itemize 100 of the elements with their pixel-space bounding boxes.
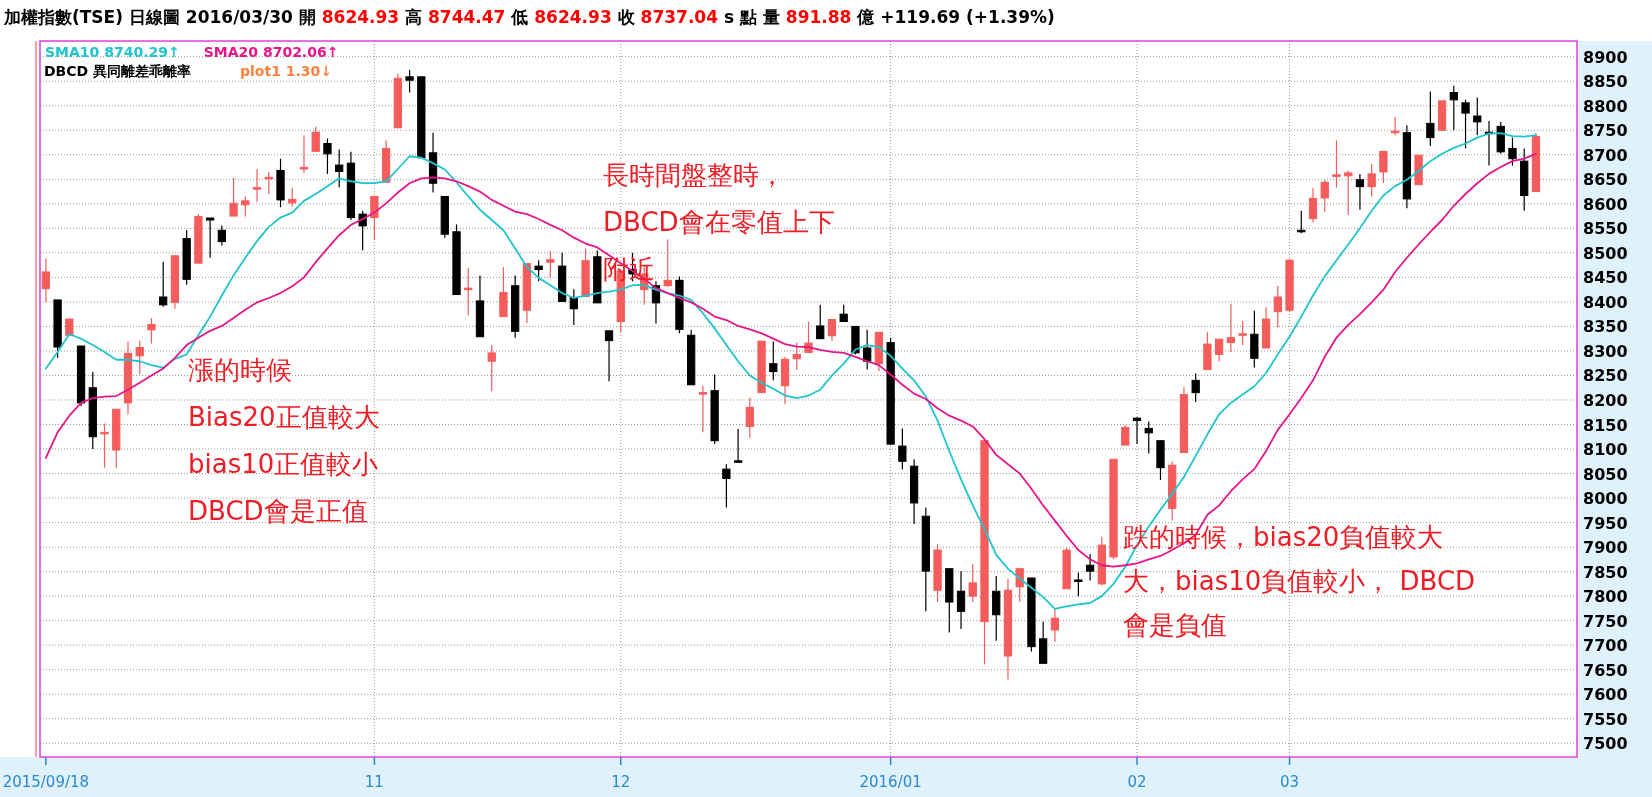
candlestick xyxy=(1426,90,1435,147)
candlestick xyxy=(1215,338,1224,362)
y-tick-label: 8000 xyxy=(1583,489,1628,509)
y-tick-label: 7950 xyxy=(1583,513,1628,533)
y-tick-label: 7600 xyxy=(1583,685,1628,705)
y-tick-label: 8750 xyxy=(1583,121,1628,141)
candlestick xyxy=(41,258,50,303)
candlestick xyxy=(100,422,109,469)
candlestick xyxy=(956,570,966,630)
candlestick xyxy=(135,340,144,375)
candlestick xyxy=(241,195,250,218)
candlestick xyxy=(1074,572,1083,597)
annotation: 漲的時候 xyxy=(188,355,292,385)
annotation: 大，bias10負值較小， DBCD xyxy=(1123,566,1476,596)
candlestick xyxy=(698,385,708,433)
annotation: bias10正值較小 xyxy=(188,449,379,479)
x-tick-label: 2016/01 xyxy=(859,773,922,791)
candlestick xyxy=(299,134,309,174)
candlestick xyxy=(1015,568,1024,603)
y-tick-label: 7700 xyxy=(1583,636,1628,656)
candlestick xyxy=(1308,187,1318,224)
y-tick-label: 7500 xyxy=(1583,734,1628,754)
candlestick xyxy=(1461,99,1470,149)
x-tick-label: 11 xyxy=(364,773,384,791)
candlestick xyxy=(487,344,496,392)
x-tick-label: 12 xyxy=(611,773,631,791)
candlestick xyxy=(1297,210,1306,234)
annotation: Bias20正值較大 xyxy=(188,402,380,432)
x-tick-label: 03 xyxy=(1280,773,1300,791)
annotation: 會是負值 xyxy=(1123,610,1227,640)
y-tick-label: 7850 xyxy=(1583,562,1628,582)
candlestick xyxy=(1226,303,1236,353)
candlestick xyxy=(1121,424,1130,446)
candlestick xyxy=(323,137,332,175)
candlestick xyxy=(1449,85,1458,131)
text: DBCD 異同離差乖離率 xyxy=(44,63,192,79)
y-tick-label: 8700 xyxy=(1583,145,1628,165)
y-tick-label: 7800 xyxy=(1583,587,1628,607)
chart-title: 加權指數(TSE) 日線圖 2016/03/30 開 8624.93 高 8744.47 低 8624.93 收 8737.04 s 點 量 891.88 億 +119.69 (+1.39%) xyxy=(4,7,1055,27)
y-tick-label: 8600 xyxy=(1583,194,1628,214)
y-tick-label: 7900 xyxy=(1583,538,1628,558)
candlestick xyxy=(147,317,156,345)
candlestick xyxy=(1332,139,1341,189)
candlestick xyxy=(769,341,778,381)
y-tick-label: 8800 xyxy=(1583,96,1628,116)
y-tick-label: 8900 xyxy=(1583,47,1628,67)
y-tick-label: 8250 xyxy=(1583,366,1628,386)
x-tick-label: 02 xyxy=(1127,773,1147,791)
annotation: 長時間盤整時， xyxy=(603,160,785,190)
candlestick xyxy=(1508,137,1517,167)
candlestick xyxy=(816,304,825,340)
y-tick-label: 8300 xyxy=(1583,341,1628,361)
y-tick-label: 8650 xyxy=(1583,170,1628,190)
y-tick-label: 8450 xyxy=(1583,268,1628,288)
candlestick xyxy=(464,267,473,316)
candlestick xyxy=(1191,372,1200,403)
candlestick xyxy=(335,148,344,188)
candlestick xyxy=(1473,96,1482,136)
y-tick-label: 8100 xyxy=(1583,440,1628,460)
candlestick xyxy=(252,168,262,203)
candlestick xyxy=(722,463,731,508)
candlestick xyxy=(1085,553,1095,582)
candlestick xyxy=(1144,420,1153,455)
candlestick xyxy=(663,239,672,288)
candlestick xyxy=(1355,173,1365,211)
y-tick-label: 8500 xyxy=(1583,243,1628,263)
candlestick xyxy=(159,261,168,308)
candlestick xyxy=(1367,163,1376,198)
candlestick xyxy=(733,428,743,464)
candlestick xyxy=(968,563,977,603)
candlestick xyxy=(217,224,226,247)
candlestick xyxy=(992,575,1001,642)
candlestick xyxy=(1238,320,1247,346)
candlestick xyxy=(898,427,907,471)
candlestick xyxy=(546,250,555,278)
candlestick xyxy=(534,259,543,282)
annotation: plot1 1.30↓ xyxy=(240,63,333,79)
candlestick xyxy=(1273,285,1282,328)
y-tick-label: 7650 xyxy=(1583,660,1628,680)
candlestick xyxy=(405,69,414,94)
candlestick xyxy=(311,126,320,152)
candlestick xyxy=(205,217,215,259)
legend: SMA10 8740.29↑ SMA20 8702.06↑ xyxy=(45,44,339,60)
y-tick-label: 7750 xyxy=(1583,611,1628,631)
candlestick xyxy=(604,330,614,382)
y-tick-label: 8150 xyxy=(1583,415,1628,435)
candlestick xyxy=(229,177,238,217)
y-tick-label: 8850 xyxy=(1583,72,1628,92)
candlestick xyxy=(1379,150,1388,184)
y-tick-label: 8200 xyxy=(1583,390,1628,410)
candlestick xyxy=(1320,179,1329,213)
y-tick-label: 8050 xyxy=(1583,464,1628,484)
y-tick-label: 8350 xyxy=(1583,317,1628,337)
annotation: DBCD會是正值 xyxy=(188,496,368,526)
candlestick xyxy=(1050,608,1060,643)
y-tick-label: 7550 xyxy=(1583,709,1628,729)
candlestick xyxy=(745,396,754,439)
candlestick xyxy=(288,187,297,208)
candlestick xyxy=(792,342,801,371)
y-tick-label: 8550 xyxy=(1583,219,1628,239)
